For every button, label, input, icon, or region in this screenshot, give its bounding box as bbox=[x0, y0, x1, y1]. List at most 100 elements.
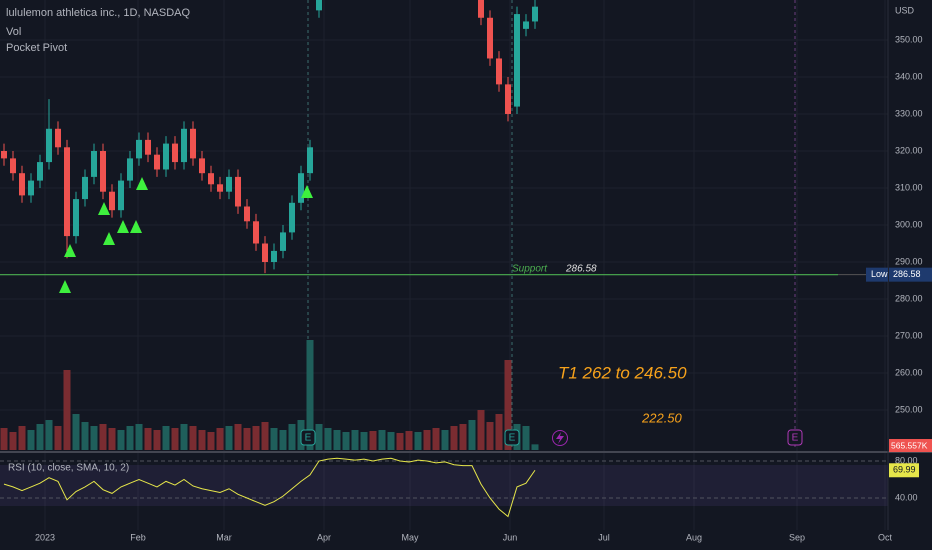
volume-bar bbox=[252, 426, 260, 450]
x-tick-label: Sep bbox=[789, 532, 805, 542]
x-tick-label: Aug bbox=[686, 532, 702, 542]
earnings-badge[interactable] bbox=[300, 429, 316, 446]
candle-body bbox=[37, 162, 43, 181]
y-tick-label: 250.00 bbox=[895, 404, 923, 414]
candle-body bbox=[118, 180, 124, 211]
candle-body bbox=[496, 58, 502, 85]
candle-body bbox=[10, 158, 16, 174]
rsi-last-label: 69.99 bbox=[893, 465, 916, 475]
candle-body bbox=[145, 139, 151, 155]
candle-body bbox=[298, 173, 304, 203]
y-tick-label: 320.00 bbox=[895, 145, 923, 155]
volume-bar bbox=[54, 426, 62, 450]
volume-bar bbox=[333, 430, 341, 450]
candle-body bbox=[109, 191, 115, 211]
volume-bar bbox=[441, 430, 449, 450]
y-tick-label: 290.00 bbox=[895, 256, 923, 266]
candle-body bbox=[262, 243, 268, 263]
candle-body bbox=[55, 128, 61, 148]
volume-bar bbox=[45, 420, 53, 450]
y-tick-label: 300.00 bbox=[895, 219, 923, 229]
candle-body bbox=[136, 139, 142, 159]
candle-body bbox=[208, 173, 214, 185]
volume-bar bbox=[189, 426, 197, 450]
pocket-pivots bbox=[59, 177, 313, 293]
volume-bar bbox=[18, 426, 26, 450]
volume-bar bbox=[234, 424, 242, 450]
candle-body bbox=[64, 147, 70, 237]
x-tick-label: Mar bbox=[216, 532, 232, 542]
candle-body bbox=[280, 232, 286, 251]
x-tick-label: Jul bbox=[598, 532, 610, 542]
price-badge bbox=[889, 267, 932, 282]
candle-body bbox=[532, 6, 538, 22]
pivot-marker bbox=[130, 220, 142, 233]
currency-label: USD bbox=[895, 5, 915, 15]
volume-bar bbox=[414, 432, 422, 450]
volume-bar bbox=[405, 431, 413, 450]
candle-body bbox=[235, 176, 241, 207]
volume-last-box bbox=[889, 439, 932, 452]
indicator-label: Vol bbox=[6, 26, 21, 38]
volume-bar bbox=[144, 428, 152, 450]
x-tick-label: Apr bbox=[317, 532, 331, 542]
rsi-last-box bbox=[889, 463, 919, 478]
volume-bar bbox=[207, 432, 215, 450]
pivot-marker bbox=[117, 220, 129, 233]
volume-bar bbox=[153, 430, 161, 450]
candle-body bbox=[1, 150, 7, 159]
volume-bar bbox=[477, 410, 485, 450]
candle-body bbox=[28, 180, 34, 196]
candle-body bbox=[226, 176, 232, 192]
pivot-marker bbox=[98, 202, 110, 215]
candle-body bbox=[478, 0, 484, 18]
y-tick-label: 310.00 bbox=[895, 182, 923, 192]
volume-bar bbox=[162, 426, 170, 450]
candle-body bbox=[244, 206, 250, 222]
volume-bar bbox=[531, 444, 539, 450]
candle-body bbox=[289, 202, 295, 233]
annotation: T1 262 to 246.50 bbox=[558, 363, 687, 382]
volume-bar bbox=[99, 424, 107, 450]
low-badge bbox=[866, 267, 888, 282]
low-badge-label: Low bbox=[871, 269, 888, 279]
earnings-badge[interactable] bbox=[504, 429, 520, 446]
indicator-label: Pocket Pivot bbox=[6, 42, 67, 54]
candle-body bbox=[487, 17, 493, 59]
candle-body bbox=[199, 158, 205, 174]
rsi-tick-label: 80.00 bbox=[895, 455, 918, 465]
volume-bar bbox=[180, 424, 188, 450]
volume-bar bbox=[108, 428, 116, 450]
volume-bar bbox=[9, 432, 17, 450]
volume-bar bbox=[306, 340, 314, 450]
lightning-icon bbox=[556, 432, 564, 444]
earnings-label: E bbox=[305, 433, 312, 444]
volume-bar bbox=[495, 414, 503, 450]
volume-bar bbox=[225, 426, 233, 450]
candle-body bbox=[523, 21, 529, 29]
candle-body bbox=[190, 128, 196, 159]
y-tick-label: 330.00 bbox=[895, 108, 923, 118]
x-tick-label: May bbox=[401, 532, 419, 542]
candle-body bbox=[217, 184, 223, 192]
volume-bar bbox=[117, 430, 125, 450]
candle-body bbox=[514, 14, 520, 107]
volume-bar bbox=[396, 433, 404, 450]
pivot-marker bbox=[301, 185, 313, 198]
pivot-marker bbox=[59, 280, 71, 293]
volume-bar bbox=[504, 360, 512, 450]
symbol-title: lululemon athletica inc., 1D, NASDAQ bbox=[6, 7, 190, 19]
y-tick-label: 340.00 bbox=[895, 71, 923, 81]
volume-bar bbox=[198, 430, 206, 450]
volume-bar bbox=[522, 426, 530, 450]
candle-body bbox=[307, 147, 313, 174]
x-tick-label: Jun bbox=[503, 532, 518, 542]
candle-body bbox=[271, 250, 277, 263]
y-tick-label: 350.00 bbox=[895, 34, 923, 44]
volume-bar bbox=[459, 424, 467, 450]
candle-body bbox=[91, 150, 97, 177]
volume-bar bbox=[171, 428, 179, 450]
candle-body bbox=[181, 128, 187, 163]
earnings-badge[interactable] bbox=[787, 429, 803, 446]
rsi-title: RSI (10, close, SMA, 10, 2) bbox=[8, 463, 129, 474]
